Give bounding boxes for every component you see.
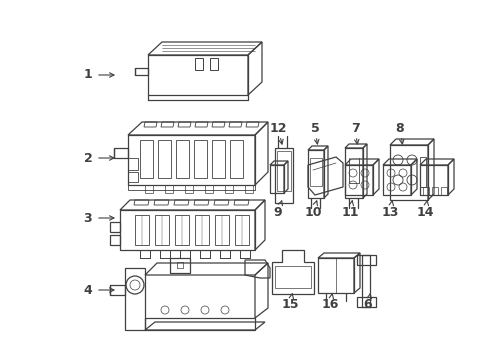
Text: 6: 6 bbox=[363, 298, 371, 311]
Text: 8: 8 bbox=[395, 122, 404, 135]
Text: 7: 7 bbox=[350, 122, 359, 135]
Text: 3: 3 bbox=[83, 211, 92, 225]
Text: 10: 10 bbox=[304, 206, 321, 219]
Text: 12: 12 bbox=[269, 122, 286, 135]
Text: 1: 1 bbox=[83, 68, 92, 81]
Text: 13: 13 bbox=[381, 206, 398, 219]
Text: 9: 9 bbox=[273, 206, 282, 219]
Text: 14: 14 bbox=[415, 206, 433, 219]
Text: 11: 11 bbox=[341, 206, 358, 219]
Text: 15: 15 bbox=[281, 298, 298, 311]
Text: 4: 4 bbox=[83, 284, 92, 297]
Text: 5: 5 bbox=[310, 122, 319, 135]
Text: 2: 2 bbox=[83, 152, 92, 165]
Text: 16: 16 bbox=[321, 298, 338, 311]
